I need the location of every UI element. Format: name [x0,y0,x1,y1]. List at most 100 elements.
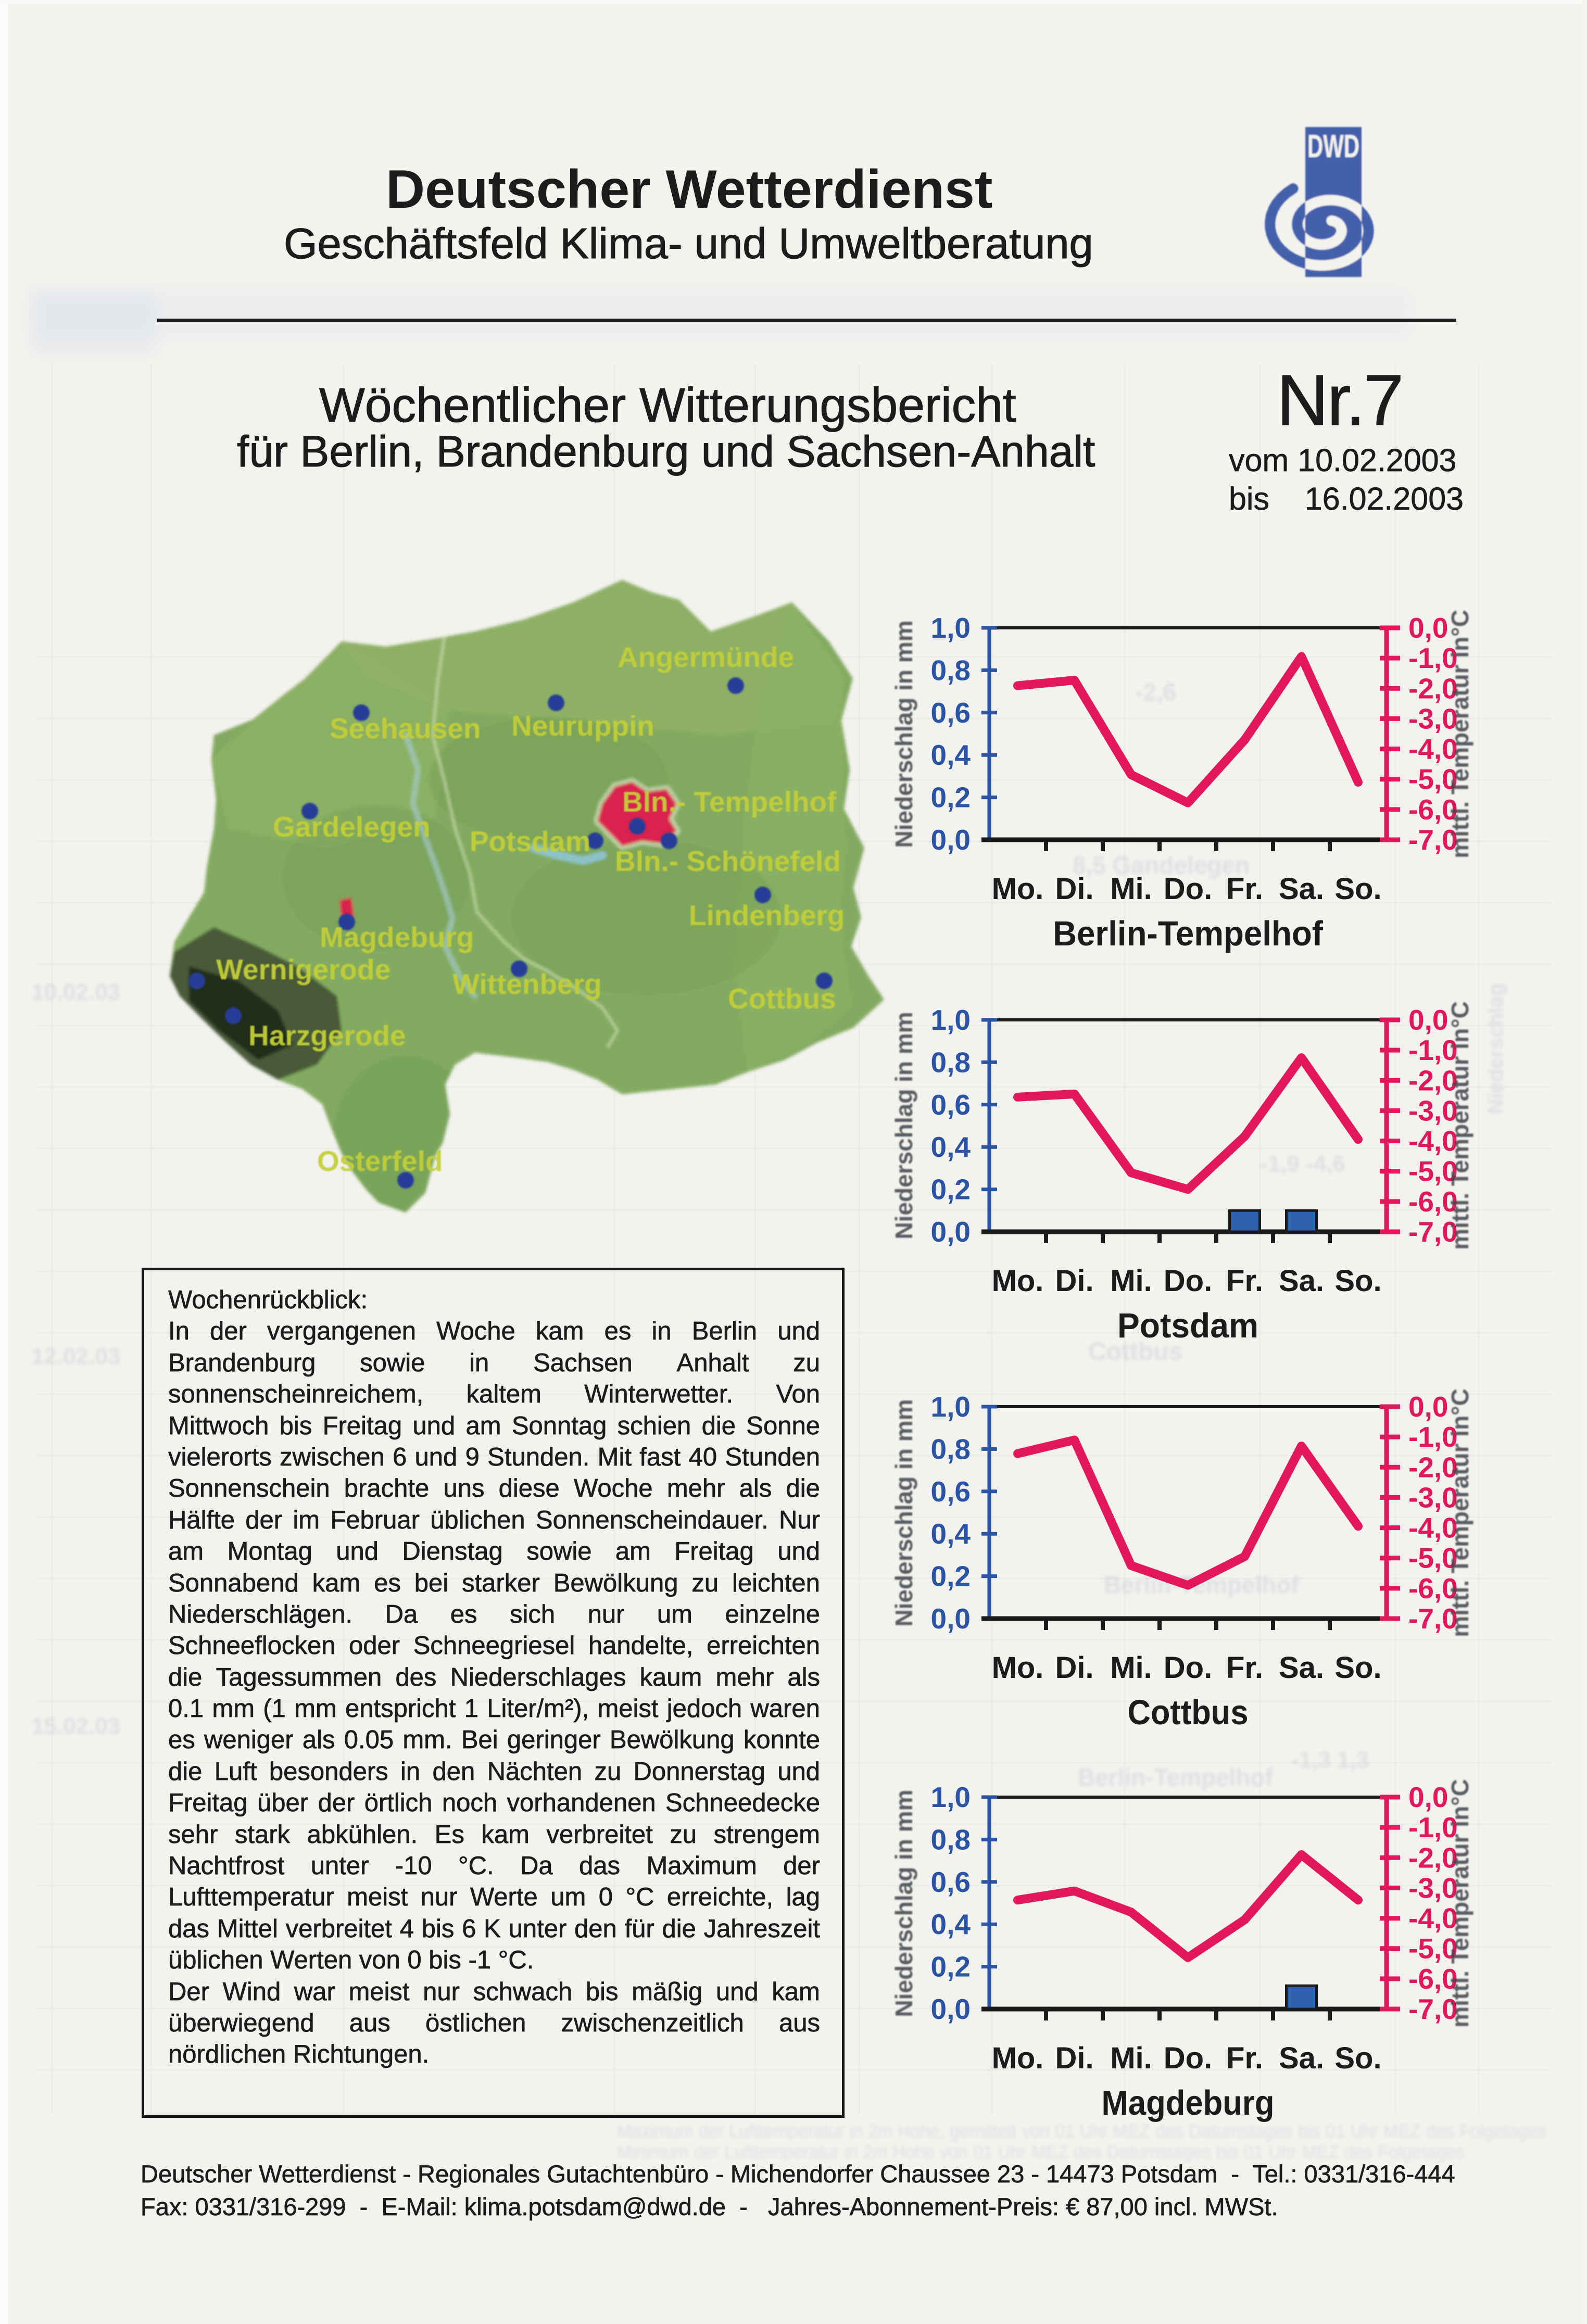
svg-text:Magdeburg: Magdeburg [1102,2083,1275,2123]
svg-text:Mi.: Mi. [1110,872,1152,906]
svg-text:Mo.: Mo. [992,2041,1044,2075]
svg-text:-3,0: -3,0 [1408,702,1458,735]
svg-text:0,0: 0,0 [1408,612,1448,644]
svg-text:10.02.03: 10.02.03 [31,979,120,1005]
svg-text:Fr.: Fr. [1226,1651,1263,1685]
svg-text:So.: So. [1334,2041,1381,2075]
svg-text:So.: So. [1334,1651,1381,1685]
svg-text:So.: So. [1334,872,1381,906]
svg-text:Maximum der Lufttemperatur in: Maximum der Lufttemperatur in 2m Hohe, g… [617,2121,1547,2141]
svg-text:-2,0: -2,0 [1408,1064,1458,1096]
svg-text:mittl. Temperatur in°C: mittl. Temperatur in°C [1446,610,1473,858]
svg-text:Seehausen: Seehausen [330,712,481,744]
svg-text:Di.: Di. [1055,1264,1093,1298]
svg-text:-6,0: -6,0 [1408,793,1458,826]
svg-text:-5,0: -5,0 [1408,1155,1458,1188]
svg-text:Berlin-Tempelhof: Berlin-Tempelhof [1053,914,1324,953]
svg-text:0,0: 0,0 [931,1216,971,1248]
svg-text:-6,0: -6,0 [1408,1963,1458,1995]
svg-text:Cottbus: Cottbus [1088,1338,1182,1366]
svg-text:-2,0: -2,0 [1408,1451,1458,1483]
svg-text:Fr.: Fr. [1226,1264,1263,1298]
svg-text:Mo.: Mo. [992,1651,1044,1685]
svg-text:Do.: Do. [1164,1264,1212,1298]
svg-text:-3,0: -3,0 [1408,1872,1458,1904]
svg-text:-5,0: -5,0 [1408,1933,1458,1965]
svg-text:So.: So. [1334,1264,1381,1298]
svg-text:-2,0: -2,0 [1408,1841,1458,1874]
svg-text:-1,0: -1,0 [1408,642,1458,674]
svg-text:-1,0: -1,0 [1408,1811,1458,1843]
svg-text:Niederschlag in mm: Niederschlag in mm [890,1012,917,1239]
svg-text:1,0: 1,0 [931,612,971,644]
svg-text:Do.: Do. [1164,2041,1212,2075]
svg-text:0,0: 0,0 [1408,1781,1448,1813]
svg-text:Fr.: Fr. [1226,2041,1263,2075]
svg-text:12.02.03: 12.02.03 [31,1344,120,1369]
svg-text:Niederschlag in mm: Niederschlag in mm [890,620,917,848]
svg-text:8,5 Gandelegen: 8,5 Gandelegen [1073,852,1250,879]
svg-text:0,6: 0,6 [931,1475,971,1508]
svg-text:-4,0: -4,0 [1408,1125,1458,1157]
svg-text:0,0: 0,0 [931,1993,971,2025]
svg-text:0,8: 0,8 [931,1823,971,1855]
svg-text:-7,0: -7,0 [1408,824,1458,856]
svg-text:15.02.03: 15.02.03 [31,1713,120,1739]
svg-text:Neuruppin: Neuruppin [511,710,654,742]
svg-text:Do.: Do. [1164,1651,1212,1685]
svg-text:0,2: 0,2 [931,1173,971,1206]
svg-text:Di.: Di. [1055,872,1093,906]
svg-text:Niederschlag in mm: Niederschlag in mm [890,1399,917,1626]
svg-text:-4,0: -4,0 [1408,733,1458,765]
svg-text:mittl. Temperatur in°C: mittl. Temperatur in°C [1446,1001,1473,1250]
svg-text:Potsdam: Potsdam [1117,1306,1258,1345]
svg-text:Bln.- Tempelhof: Bln.- Tempelhof [622,786,837,818]
svg-text:Di.: Di. [1055,2041,1093,2075]
svg-text:Mi.: Mi. [1110,1651,1152,1685]
svg-text:Sa.: Sa. [1279,2041,1324,2075]
svg-text:-1,0: -1,0 [1408,1034,1458,1066]
svg-text:1,0: 1,0 [931,1781,971,1813]
svg-text:Cottbus: Cottbus [1128,1693,1249,1732]
svg-text:-7,0: -7,0 [1408,1602,1458,1635]
svg-text:0,4: 0,4 [931,1518,971,1550]
svg-text:Minimum der Lufttemperatur in: Minimum der Lufttemperatur in 2m Hohe vo… [617,2142,1465,2162]
svg-text:0,4: 0,4 [931,1131,971,1163]
svg-text:Sa.: Sa. [1279,872,1324,906]
svg-text:0,4: 0,4 [931,739,971,771]
svg-text:Mo.: Mo. [992,1264,1044,1298]
svg-text:-4,0: -4,0 [1408,1512,1458,1544]
svg-text:Angermünde: Angermünde [618,641,794,673]
svg-text:DWD: DWD [1307,129,1359,165]
svg-text:-1,0: -1,0 [1408,1421,1458,1453]
svg-text:Mi.: Mi. [1110,1264,1152,1298]
svg-text:-3,0: -3,0 [1408,1094,1458,1127]
svg-text:Wittenberg: Wittenberg [452,968,602,1000]
svg-text:-2,6: -2,6 [1135,678,1176,705]
svg-text:0,4: 0,4 [931,1908,971,1940]
svg-text:Di.: Di. [1055,1651,1093,1685]
svg-text:Gardelegen: Gardelegen [273,811,431,843]
svg-text:Bln.- Schönefeld: Bln.- Schönefeld [615,845,841,877]
svg-text:mittl. Temperatur in°C: mittl. Temperatur in°C [1446,1779,1473,2028]
svg-text:mittl. Temperatur in°C: mittl. Temperatur in°C [1446,1388,1473,1637]
svg-text:0,6: 0,6 [931,697,971,729]
svg-text:0,8: 0,8 [931,1433,971,1465]
svg-text:-4,0: -4,0 [1408,1902,1458,1935]
svg-text:Do.: Do. [1164,872,1212,906]
svg-text:-3,0: -3,0 [1408,1481,1458,1513]
svg-text:Harzgerode: Harzgerode [248,1019,406,1052]
svg-text:-6,0: -6,0 [1408,1185,1458,1218]
svg-text:Berlin-Tempelhof: Berlin-Tempelhof [1078,1764,1274,1791]
svg-text:Magdeburg: Magdeburg [320,921,474,953]
svg-text:0,6: 0,6 [931,1866,971,1898]
svg-text:Niederschlag: Niederschlag [1484,983,1507,1114]
svg-text:Potsdam: Potsdam [470,825,590,857]
svg-text:0,8: 0,8 [931,1046,971,1078]
svg-text:0,0: 0,0 [931,824,971,856]
svg-text:0,2: 0,2 [931,1560,971,1593]
svg-text:-1,9 -4,6: -1,9 -4,6 [1260,1151,1345,1177]
svg-text:Osterfeld: Osterfeld [317,1145,443,1177]
svg-text:0,2: 0,2 [931,781,971,814]
svg-text:Sa.: Sa. [1279,1651,1324,1685]
